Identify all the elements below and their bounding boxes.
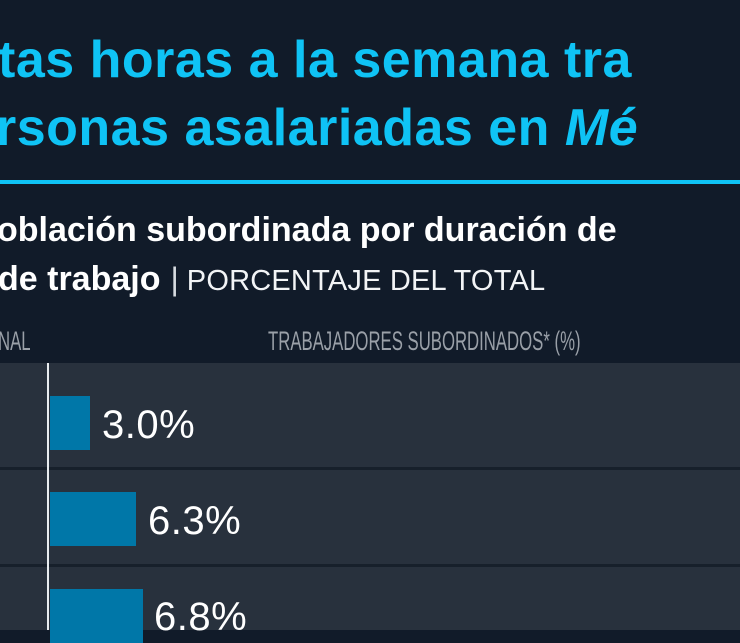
row-divider [0,564,740,567]
row-divider [0,467,740,470]
title-line-2: rsonas asalariadas en Mé [0,102,638,154]
title-line-2-main: rsonas asalariadas en [0,99,565,157]
subtitle-line-2-bold: de trabajo [0,260,161,298]
subtitle-line-2: de trabajo | PORCENTAJE DEL TOTAL [0,262,545,296]
title-divider [0,180,740,184]
bar-row-1 [50,396,90,450]
chart-axis-line [47,363,49,630]
bar-value-label: 6.3% [148,499,242,543]
bar-row-2 [50,492,136,546]
bar-value-label: 6.8% [154,595,248,639]
title-line-2-italic: Mé [564,99,639,157]
column-header-left: NAL [0,326,31,356]
subtitle-line-1: oblación subordinada por duración de [0,211,617,249]
subtitle-separator: | [170,261,179,297]
bar-value-label: 3.0% [102,403,196,447]
column-header-right: TRABAJADORES SUBORDINADOS* (%) [268,326,581,356]
subtitle-unit: PORCENTAJE DEL TOTAL [186,265,546,297]
title-line-1: tas horas a la semana tra [0,31,632,89]
bar-row-3 [50,589,143,643]
